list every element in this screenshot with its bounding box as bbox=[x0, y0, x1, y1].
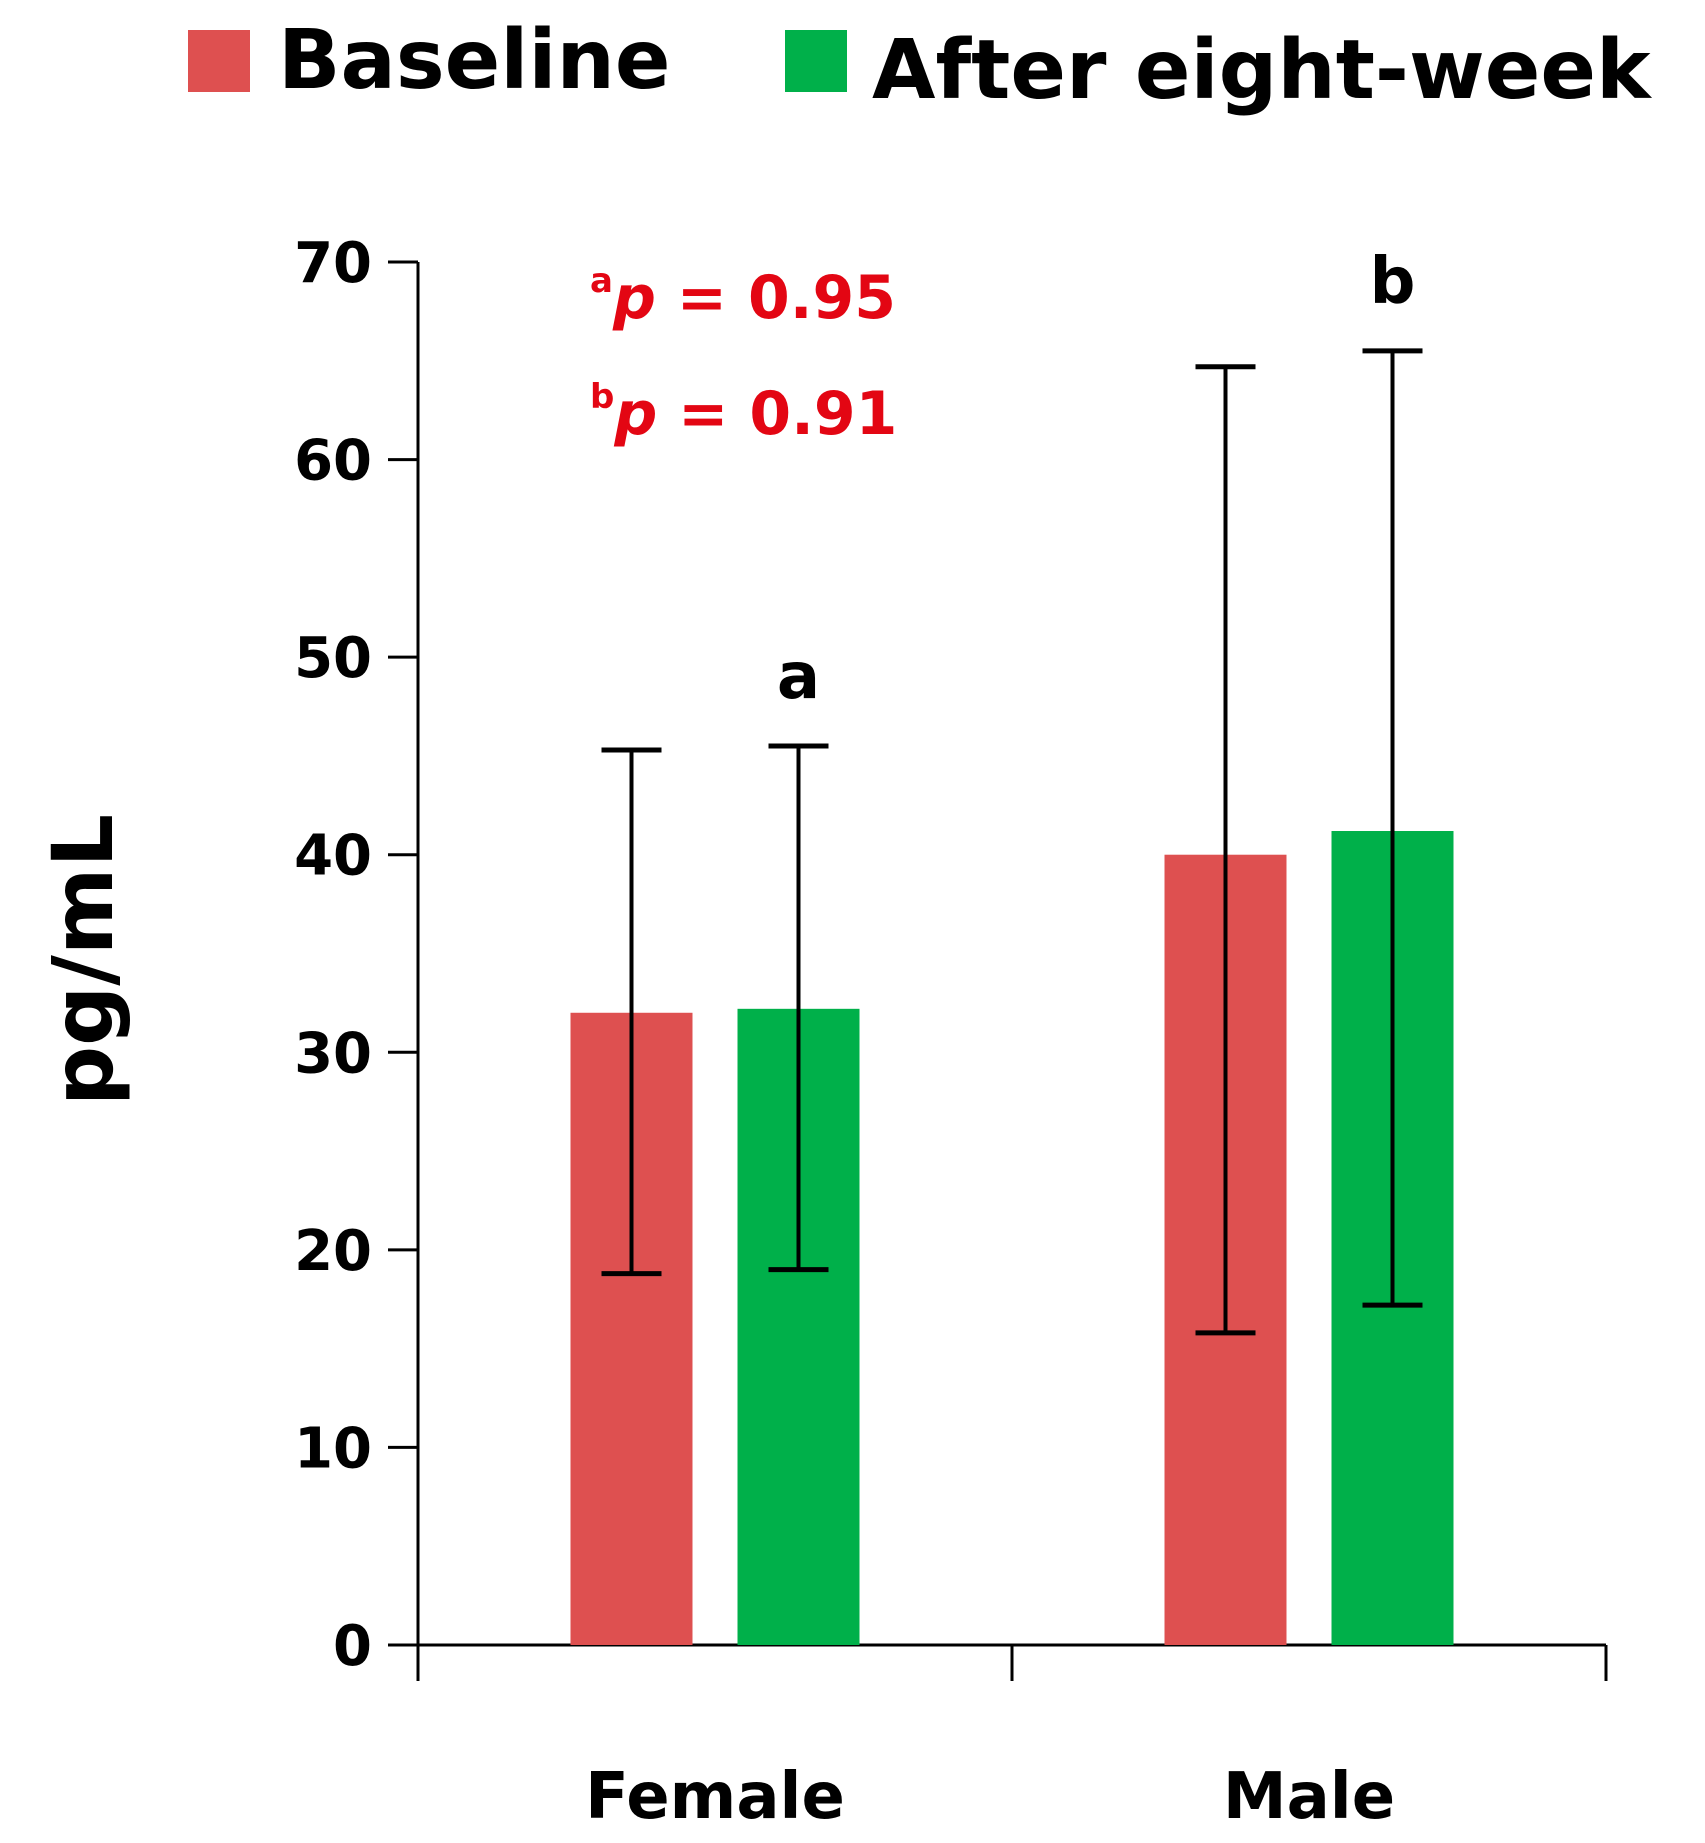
p-value-text-a: = 0.95 bbox=[656, 263, 896, 333]
category-label-female: Female bbox=[585, 1760, 845, 1834]
error-bar-female-after-eight-week bbox=[768, 743, 829, 1273]
x-ticks bbox=[416, 1645, 1608, 1681]
p-value-annotations: ap = 0.95 bp = 0.91 bbox=[590, 261, 897, 449]
y-tick-label-40: 40 bbox=[294, 824, 372, 889]
legend-label-after-eight-week: After eight-week bbox=[872, 23, 1653, 118]
y-tick-label-0: 0 bbox=[333, 1614, 372, 1679]
p-value-p-b: p bbox=[613, 379, 657, 449]
bars bbox=[570, 831, 1454, 1645]
y-tick-label-20: 20 bbox=[294, 1219, 372, 1284]
legend: Baseline After eight-week bbox=[188, 13, 1653, 118]
y-tick-label-30: 30 bbox=[294, 1021, 372, 1086]
y-tick-label-60: 60 bbox=[294, 429, 372, 494]
significance-letters: ab bbox=[777, 245, 1416, 714]
p-value-text-b: = 0.91 bbox=[657, 379, 897, 449]
category-label-male: Male bbox=[1223, 1760, 1395, 1834]
category-labels: Female Male bbox=[585, 1760, 1395, 1834]
p-value-p-a: p bbox=[612, 263, 656, 333]
p-value-superscript-b: b bbox=[590, 377, 614, 417]
y-axis-label: pg/mL bbox=[34, 814, 132, 1106]
y-tick-label-10: 10 bbox=[294, 1416, 372, 1481]
error-bar-female-baseline bbox=[601, 747, 662, 1277]
legend-swatch-after-eight-week bbox=[785, 30, 847, 92]
legend-label-baseline: Baseline bbox=[278, 13, 670, 108]
p-value-superscript-a: a bbox=[590, 261, 613, 301]
significance-letter-a: a bbox=[777, 640, 820, 714]
legend-swatch-baseline bbox=[188, 30, 250, 92]
y-ticks: 0 10 20 30 40 50 60 70 bbox=[294, 231, 418, 1679]
error-bars bbox=[601, 348, 1423, 1336]
y-tick-label-70: 70 bbox=[294, 231, 372, 296]
p-value-annotation-b: bp = 0.91 bbox=[590, 377, 897, 449]
error-bar-male-after-eight-week bbox=[1362, 348, 1423, 1308]
significance-letter-b: b bbox=[1370, 245, 1416, 319]
y-tick-label-50: 50 bbox=[294, 626, 372, 691]
p-value-annotation-a: ap = 0.95 bbox=[590, 261, 896, 333]
error-bar-male-baseline bbox=[1195, 364, 1256, 1336]
